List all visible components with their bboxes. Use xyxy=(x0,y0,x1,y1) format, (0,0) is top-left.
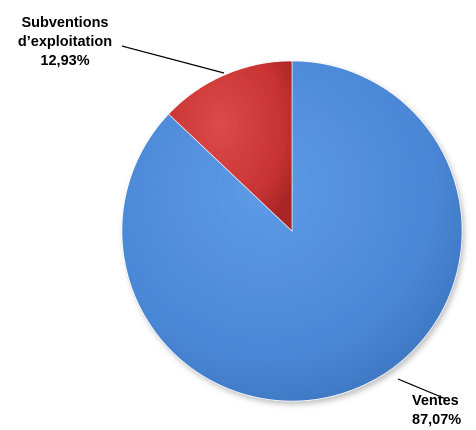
pie-slice-ventes xyxy=(121,60,463,402)
leader-line-subventions xyxy=(121,45,225,74)
data-label-subventions-2: 12,93% xyxy=(40,53,89,69)
leader-line-ventes xyxy=(397,378,447,400)
data-label-ventes-0: Ventes xyxy=(412,393,459,409)
data-label-subventions-1: d’exploitation xyxy=(18,34,112,50)
data-label-ventes-1: 87,07% xyxy=(412,412,461,428)
data-label-subventions-0: Subventions xyxy=(21,15,108,31)
pie-slice-subventions xyxy=(168,60,293,232)
